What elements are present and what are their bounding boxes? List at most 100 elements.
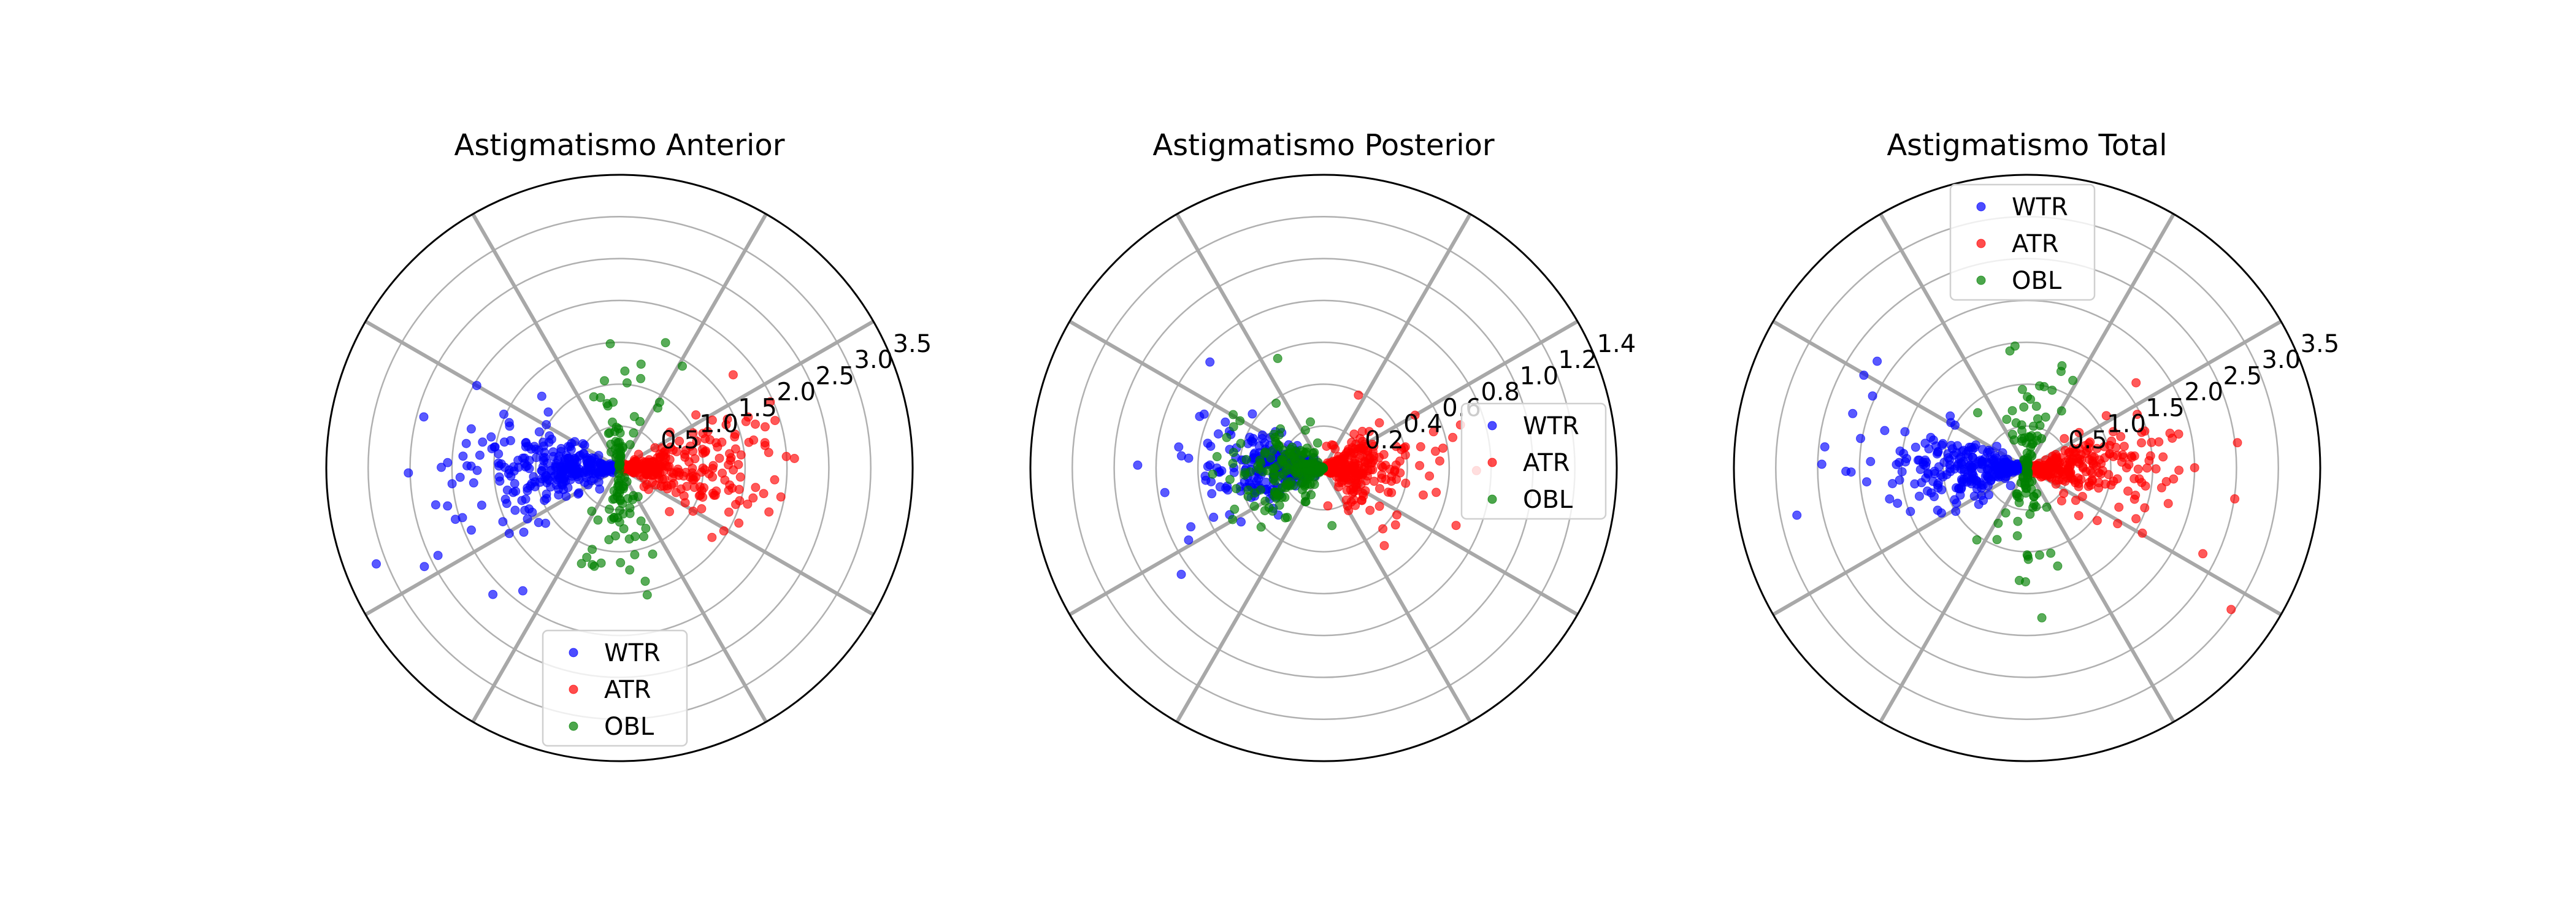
- scatter-point: [500, 494, 510, 504]
- legend-frame: [1949, 183, 2096, 301]
- scatter-point: [486, 432, 496, 442]
- scatter-point: [1900, 427, 1910, 437]
- scatter-point: [578, 439, 588, 448]
- scatter-point: [541, 518, 550, 528]
- polar-plot: 0.51.01.52.02.53.03.5 WTR ATR OBL: [325, 174, 932, 762]
- scatter-point: [1338, 471, 1347, 481]
- scatter-point: [1979, 496, 1988, 505]
- scatter-point: [611, 437, 621, 447]
- scatter-point: [1928, 435, 1938, 445]
- radial-tick-label: 1.0: [699, 410, 738, 439]
- scatter-point: [599, 467, 608, 477]
- scatter-point: [477, 500, 486, 510]
- scatter-point: [1257, 430, 1267, 440]
- scatter-point: [1365, 427, 1374, 437]
- scatter-point: [2034, 550, 2044, 560]
- scatter-point: [2129, 451, 2139, 461]
- series-obl: [577, 338, 687, 600]
- scatter-point: [508, 462, 518, 472]
- scatter-point: [2053, 561, 2063, 571]
- scatter-point: [1341, 495, 1351, 505]
- radial-tick-label: 0.5: [2068, 426, 2107, 454]
- scatter-point: [2077, 492, 2087, 501]
- scatter-point: [748, 493, 758, 503]
- scatter-points: [372, 338, 799, 600]
- chart-title: Astigmatismo Anterior: [454, 128, 785, 163]
- scatter-point: [615, 460, 624, 469]
- scatter-point: [2023, 551, 2033, 561]
- scatter-point: [2047, 385, 2057, 395]
- scatter-point: [2039, 381, 2049, 391]
- scatter-point: [2113, 519, 2123, 529]
- scatter-point: [650, 467, 660, 477]
- scatter-point: [1201, 475, 1211, 485]
- scatter-point: [556, 472, 566, 481]
- scatter-point: [521, 462, 531, 472]
- scatter-point: [1206, 442, 1216, 451]
- scatter-point: [469, 478, 478, 488]
- scatter-point: [690, 454, 700, 464]
- scatter-point: [1344, 475, 1354, 485]
- scatter-point: [1902, 454, 1912, 464]
- series-obl: [1972, 341, 2078, 623]
- scatter-point: [1930, 469, 1940, 478]
- scatter-point: [641, 524, 651, 533]
- scatter-point: [2140, 426, 2150, 436]
- panel-total: Astigmatismo Total 0.51.01.52.02.53.03.5…: [1733, 128, 2339, 762]
- scatter-point: [1792, 510, 1802, 520]
- scatter-point: [584, 461, 594, 470]
- scatter-point: [1378, 524, 1388, 534]
- scatter-point: [1428, 427, 1438, 437]
- scatter-point: [665, 427, 675, 437]
- scatter-point: [1895, 475, 1904, 485]
- scatter-point: [619, 473, 629, 483]
- scatter-point: [588, 469, 598, 478]
- scatter-point: [1973, 408, 1982, 418]
- radial-tick-label: 1.4: [1597, 330, 1636, 358]
- scatter-point: [2006, 481, 2015, 491]
- scatter-point: [1983, 481, 1993, 491]
- scatter-point: [466, 424, 476, 434]
- scatter-point: [1952, 483, 1961, 493]
- legend-label: ATR: [604, 676, 651, 704]
- radial-tick-label: 2.0: [2184, 378, 2223, 406]
- scatter-point: [730, 444, 740, 454]
- scatter-point: [1920, 455, 1930, 465]
- scatter-point: [2114, 502, 2124, 512]
- scatter-point: [691, 472, 701, 482]
- scatter-point: [1953, 459, 1963, 469]
- scatter-point: [1260, 447, 1270, 457]
- scatter-point: [1846, 467, 1856, 477]
- scatter-point: [498, 517, 508, 527]
- scatter-point: [629, 412, 639, 421]
- scatter-point: [2002, 415, 2012, 424]
- scatter-point: [600, 376, 609, 386]
- scatter-point: [2074, 427, 2084, 437]
- scatter-point: [1448, 432, 1458, 442]
- series-wtr: [372, 381, 624, 599]
- radial-tick-label: 1.2: [1558, 346, 1598, 374]
- scatter-point: [751, 483, 761, 493]
- scatter-point: [2226, 605, 2236, 615]
- scatter-point: [618, 442, 627, 451]
- scatter-point: [605, 428, 615, 437]
- scatter-point: [2057, 361, 2067, 370]
- scatter-point: [504, 529, 514, 539]
- scatter-point: [2129, 474, 2139, 483]
- scatter-point: [2151, 464, 2161, 473]
- scatter-point: [2089, 452, 2099, 462]
- radial-tick-label: 2.0: [776, 378, 816, 406]
- scatter-point: [2029, 491, 2039, 501]
- legend-marker: [569, 721, 578, 731]
- scatter-point: [1880, 426, 1890, 435]
- radial-tick-label: 1.5: [2145, 394, 2185, 423]
- scatter-point: [537, 391, 546, 401]
- scatter-point: [487, 444, 497, 454]
- legend-marker: [1976, 275, 1986, 285]
- scatter-point: [1351, 483, 1361, 492]
- scatter-point: [2107, 436, 2117, 446]
- scatter-point: [461, 439, 471, 448]
- scatter-point: [1395, 468, 1405, 478]
- scatter-point: [2031, 401, 2041, 411]
- legend: WTR ATR OBL: [1949, 183, 2096, 301]
